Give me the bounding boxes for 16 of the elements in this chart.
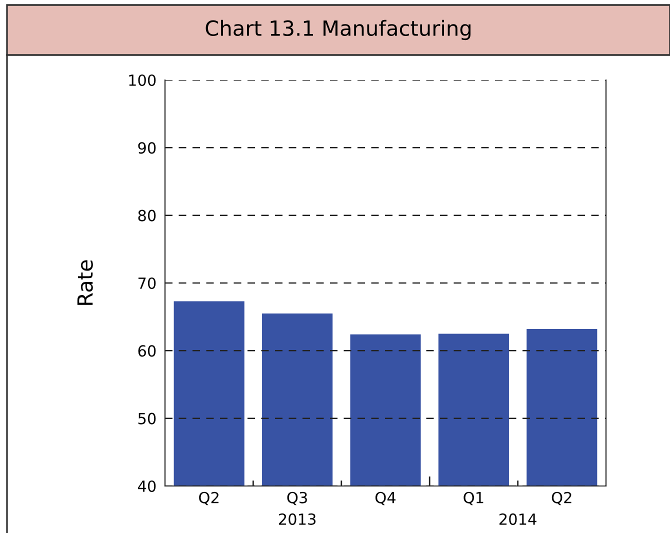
x-tick-label: Q2 [199,492,218,506]
y-tick-label: 90 [138,142,156,154]
text: 2014 [499,513,536,525]
y-tick-label: 100 [129,74,156,86]
y-axis-title: Rate [77,260,93,305]
x-tick-label: Q1 [464,492,484,506]
x-tick-label: Q3 [287,492,307,506]
y-tick-label: 60 [138,345,156,357]
text: 2013 [278,513,316,525]
x-tick-label: Q2 [552,492,572,506]
y-tick-label: 80 [138,210,156,222]
y-tick-label: 40 [138,480,156,492]
chart-title: Chart 13.1 Manufacturing [206,20,470,40]
x-tick-label: Q4 [375,492,396,506]
y-tick-label: 70 [138,277,156,290]
y-tick-label: 50 [138,412,156,424]
